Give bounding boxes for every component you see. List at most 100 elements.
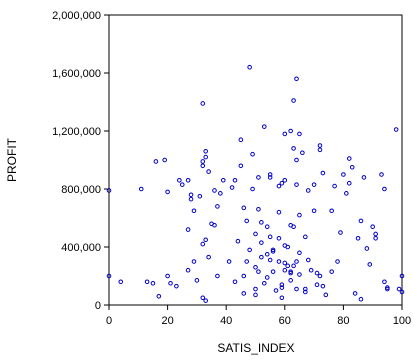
data-point [303,289,308,295]
data-point [317,273,323,279]
data-point [288,278,293,283]
data-point [285,263,291,269]
data-point [311,182,317,187]
data-point [297,250,302,256]
data-point [261,280,267,286]
data-point [168,280,173,286]
data-point [206,254,211,260]
data-point [344,191,349,196]
data-point [188,196,194,202]
data-point [144,279,150,285]
y-tick-label: 0 [95,300,101,312]
data-point [399,273,405,279]
data-point [253,265,258,270]
data-point [305,188,311,193]
data-point [194,278,200,283]
data-point [203,149,208,154]
data-point [385,285,390,290]
data-point [259,220,264,225]
data-point [379,172,384,177]
data-point [215,204,220,209]
data-point [288,128,293,134]
x-tick-label: 80 [337,315,349,327]
data-point [250,151,255,157]
data-point [250,186,255,192]
data-point [226,259,232,264]
data-point [399,289,405,295]
data-point [273,288,279,293]
data-point [297,272,302,277]
data-point [264,251,270,257]
data-point [138,186,144,192]
data-point [303,286,308,292]
data-point [185,267,191,273]
data-point [200,241,206,247]
data-point [317,147,323,153]
data-point [232,279,238,285]
data-point [341,172,346,177]
data-point [212,222,217,228]
data-point [200,159,206,164]
data-point [253,231,258,237]
data-point [358,218,364,224]
data-point [279,180,285,186]
data-point [303,234,308,240]
y-axis: 0 400,000 800,000 1,200,000 1,600,000 2,000,0… [52,10,109,312]
data-point [203,154,208,160]
data-point [294,157,299,163]
data-point [267,172,273,177]
data-point [200,295,206,301]
data-point [238,137,244,142]
data-point [305,257,311,263]
data-point [165,273,170,279]
data-point [197,193,203,199]
data-point [177,178,182,183]
data-point [291,98,296,103]
data-point [270,247,276,253]
data-point [276,236,282,241]
data-point [153,159,159,164]
data-point [373,231,378,237]
data-point [276,209,282,215]
data-point [244,259,250,264]
data-point [308,267,314,273]
data-point [203,237,208,243]
y-tick-label: 2,000,000 [52,10,101,22]
data-point [282,178,288,183]
data-point [393,127,399,132]
data-point [291,263,296,269]
data-point [291,224,296,229]
data-point [288,269,293,274]
data-point [314,282,320,288]
data-point [253,292,258,298]
data-point [270,249,276,254]
data-point [282,267,288,273]
data-point [367,262,373,267]
data-point [118,279,124,285]
data-point [156,294,162,299]
data-point [220,178,226,183]
data-point [396,286,402,292]
x-axis-title: SATIS_INDEX [217,341,294,355]
data-point [241,205,247,211]
data-point [188,192,194,198]
data-point [385,286,390,292]
y-tick-label: 1,600,000 [52,68,101,80]
data-point [279,282,285,288]
data-point [106,188,112,193]
data-point [370,224,376,229]
plot-area-frame [108,14,403,306]
data-point [253,286,258,292]
data-point [150,280,156,286]
data-point [320,170,326,176]
data-point [346,156,352,161]
data-point [382,279,387,285]
data-point [311,208,317,214]
x-tick-label: 40 [220,315,232,327]
data-point [247,247,252,253]
data-point [279,285,285,290]
data-point [335,259,340,264]
data-point [361,175,367,180]
data-point [329,269,334,274]
